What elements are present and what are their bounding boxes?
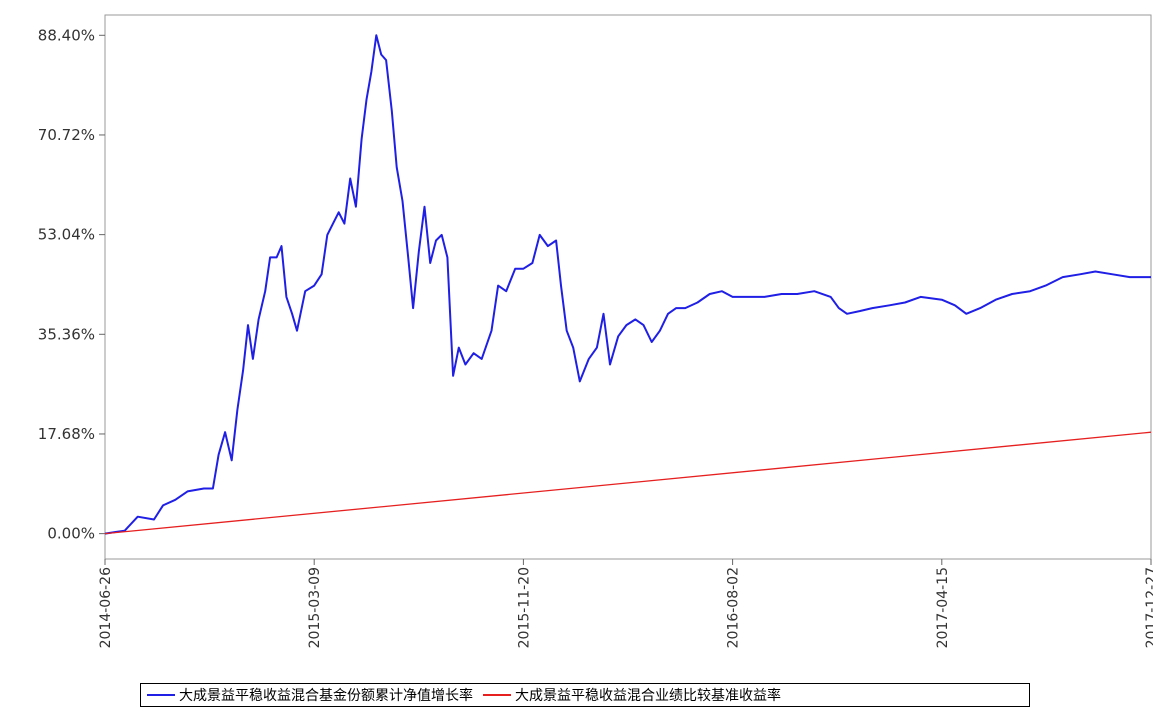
plot-area-frame [104, 14, 1152, 560]
y-tick-label: 0.00% [47, 525, 95, 543]
y-axis: 0.00% 17.68% 35.36% 53.04% 70.72% 88.40% [38, 26, 105, 543]
legend-label-benchmark: 大成景益平稳收益混合业绩比较基准收益率 [515, 688, 781, 704]
x-tick-label: 2015-11-20 [516, 567, 532, 648]
y-tick-label: 70.72% [38, 126, 95, 144]
legend-swatch-fund [147, 694, 175, 696]
y-tick-label: 35.36% [38, 325, 95, 343]
y-tick-label: 53.04% [38, 226, 95, 244]
x-tick-label: 2016-08-02 [726, 567, 742, 648]
x-tick-label: 2017-04-15 [935, 567, 951, 648]
series-line-fund [104, 34, 1151, 535]
series-line-benchmark [104, 431, 1152, 535]
series-layer [104, 34, 1152, 535]
x-tick-label: 2017-12-27 [1144, 567, 1153, 648]
legend-label-fund: 大成景益平稳收益混合基金份额累计净值增长率 [179, 688, 473, 704]
legend-item-fund: 大成景益平稳收益混合基金份额累计净值增长率 [147, 685, 473, 705]
legend-swatch-benchmark [483, 694, 511, 696]
y-tick-label: 17.68% [38, 425, 95, 443]
legend-item-benchmark: 大成景益平稳收益混合业绩比较基准收益率 [483, 685, 781, 705]
x-axis: 2014-06-26 2015-03-09 2015-11-20 2016-08-02… [98, 559, 1153, 648]
y-tick-label: 88.40% [38, 26, 95, 44]
x-tick-label: 2015-03-09 [307, 567, 323, 648]
legend: 大成景益平稳收益混合基金份额累计净值增长率 大成景益平稳收益混合业绩比较基准收益… [140, 683, 1030, 707]
x-tick-label: 2014-06-26 [98, 567, 114, 648]
